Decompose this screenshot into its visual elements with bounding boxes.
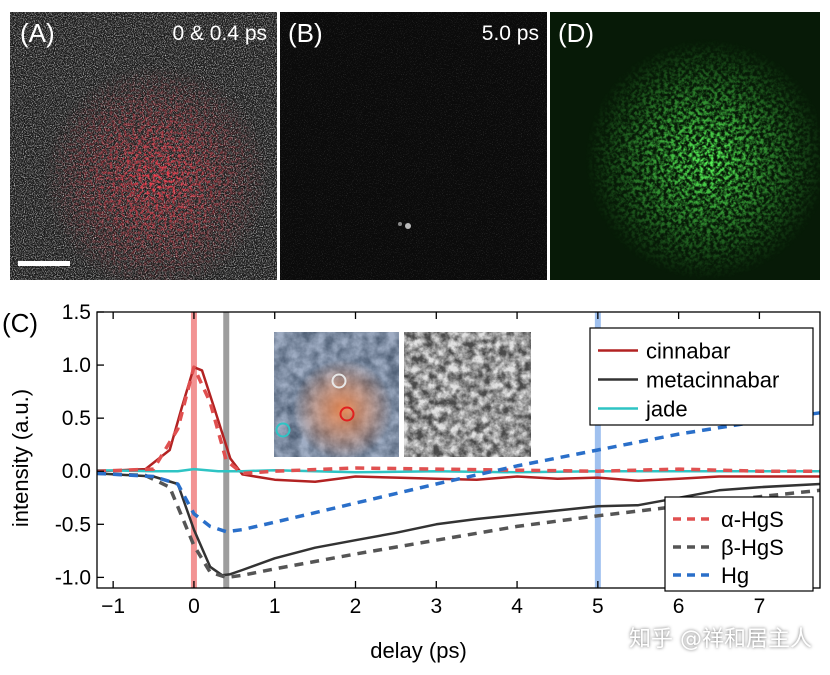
y-tick-label-2: 0.0 (62, 460, 91, 483)
legend-samples-label-2: jade (645, 397, 688, 422)
panel-a-time: 0 & 0.4 ps (172, 22, 267, 45)
x-tick-label-2: 1 (269, 595, 281, 618)
x-tick-label-1: 0 (188, 595, 200, 618)
y-tick-label-5: 1.5 (62, 301, 91, 324)
y-tick-label-1: -0.5 (55, 513, 91, 536)
watermark: 知乎 @祥和居主人 (629, 627, 812, 652)
x-tick-label-0: −1 (101, 595, 125, 618)
series-line-4 (96, 471, 821, 580)
panel-a-texture (10, 12, 277, 280)
legend-samples-label-1: metacinnabar (646, 368, 779, 393)
plot-frame (96, 311, 821, 589)
panel-b-image: (B) 5.0 ps (280, 12, 547, 280)
series-line-3 (96, 365, 820, 476)
x-tick-label-3: 2 (350, 595, 362, 618)
inset-images (274, 332, 531, 457)
panel-c-label: (C) (2, 308, 38, 338)
panel-c-chart: (C) (2, 301, 821, 663)
legend-references-label-1: β-HgS (721, 535, 784, 560)
legend-references-label-2: Hg (721, 563, 749, 588)
inset-sem-image (404, 332, 531, 457)
panel-a-image: (A) 0 & 0.4 ps (10, 12, 277, 280)
panel-d-texture (550, 12, 820, 280)
y-tick-label-0: -1.0 (55, 566, 91, 589)
x-tick-label-4: 3 (430, 595, 442, 618)
panel-a-label: (A) (20, 18, 55, 48)
panel-b-texture (280, 12, 547, 280)
marker-circle-cyan (275, 422, 291, 438)
legend-samples-label-0: cinnabar (646, 339, 730, 364)
panel-b-time: 5.0 ps (481, 22, 539, 45)
panel-d-image: (D) (550, 12, 820, 280)
legend-references: α-HgS β-HgS Hg (664, 496, 814, 592)
x-tick-label-7: 6 (673, 595, 685, 618)
marker-circle-red (339, 406, 355, 422)
legend-references-label-0: α-HgS (721, 507, 784, 532)
legend-samples: cinnabar metacinnabar jade (589, 327, 814, 426)
y-axis-label: intensity (a.u.) (8, 389, 33, 527)
y-tick-label-3: 0.5 (62, 407, 91, 430)
inset-optical-image (274, 332, 399, 457)
panel-b-label: (B) (288, 18, 323, 48)
y-tick-label-4: 1.0 (62, 354, 91, 377)
panel-d-label: (D) (558, 18, 595, 48)
x-axis-label: delay (ps) (370, 638, 467, 663)
x-tick-label-8: 7 (754, 595, 766, 618)
marker-circle-white (331, 373, 347, 389)
scale-bar (18, 261, 70, 266)
axes: −1 0 1 2 3 4 5 6 7 -1.0 -0.5 0.0 0.5 1.0 1.5 delay (ps)… (8, 301, 821, 663)
x-tick-label-5: 4 (511, 595, 523, 618)
x-tick-label-6: 5 (592, 595, 604, 618)
series-line-1 (96, 472, 821, 577)
series-line-0 (96, 365, 820, 484)
data-series (96, 365, 821, 580)
